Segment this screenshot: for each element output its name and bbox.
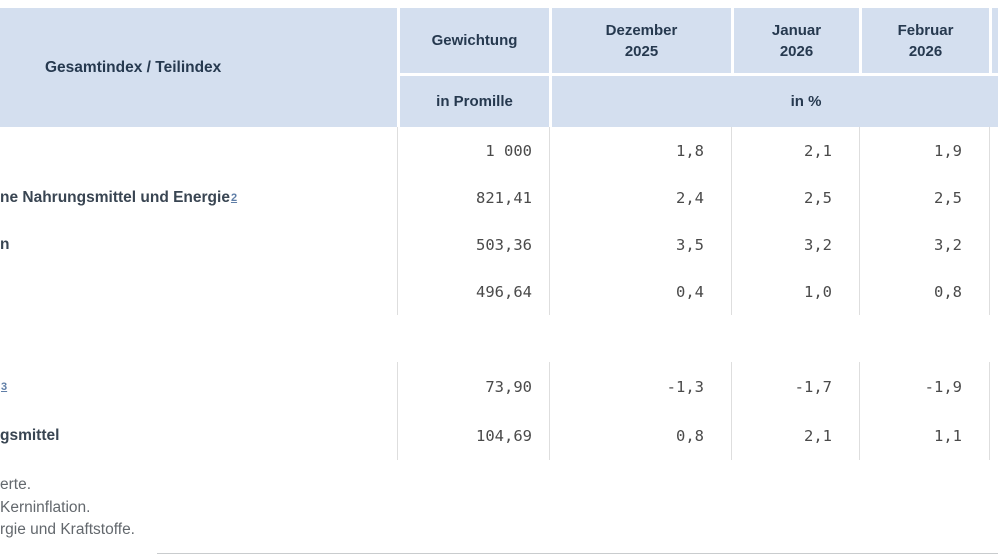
cell-weight: 104,69 [397, 411, 549, 460]
row-label: gsmittel [0, 426, 60, 444]
cell-januar: 1,0 [731, 268, 859, 315]
section-spacer-row [0, 315, 998, 362]
table-row: 496,64 0,4 1,0 0,8 [0, 268, 998, 315]
cell-januar: 3,2 [731, 221, 859, 268]
footnote-line: erte. [0, 476, 32, 493]
footnotes: erte. Kerninflation. rgie und Kraftstoff… [0, 474, 135, 542]
cell-weight: 503,36 [397, 221, 549, 268]
cell-dezember: 2,4 [549, 174, 731, 221]
cell-januar: 2,1 [731, 127, 859, 174]
statistics-table: Gesamtindex / Teilindex Gewichtung Dezem… [0, 8, 998, 460]
cell-februar: 0,8 [859, 268, 989, 315]
cell-weight: 821,41 [397, 174, 549, 221]
header-cell-month-cutoff [989, 8, 998, 73]
row-label: n [0, 235, 10, 253]
cell-dezember: 0,4 [549, 268, 731, 315]
section-divider [157, 553, 998, 554]
header-cell-month-januar: Januar 2026 [731, 8, 859, 73]
cell-weight: 1 000 [397, 127, 549, 174]
row-label: ne Nahrungsmittel und Energie 2 [0, 188, 238, 206]
header-row-months: Gewichtung Dezember 2025 Januar 2026 Feb… [397, 8, 998, 73]
cell-weight: 496,64 [397, 268, 549, 315]
cell-dezember: 3,5 [549, 221, 731, 268]
cell-cutoff [989, 268, 998, 315]
footnote-line: rgie und Kraftstoffe. [0, 521, 135, 538]
header-row-units: in Promille in % [397, 76, 998, 127]
header-cell-month-februar: Februar 2026 [859, 8, 989, 73]
header-cell-weight: Gewichtung [397, 8, 549, 73]
cell-februar: 1,9 [859, 127, 989, 174]
cell-cutoff [989, 362, 998, 411]
footnote-line: Kerninflation. [0, 498, 91, 516]
cell-dezember: 1,8 [549, 127, 731, 174]
cell-januar: -1,7 [731, 362, 859, 411]
cell-dezember: 0,8 [549, 411, 731, 460]
header-cell-promille: in Promille [397, 76, 549, 127]
table-row: gsmittel 104,69 0,8 2,1 1,1 [0, 411, 998, 460]
cell-februar: -1,9 [859, 362, 989, 411]
cell-cutoff [989, 174, 998, 221]
header-right: Gewichtung Dezember 2025 Januar 2026 Feb… [397, 8, 998, 127]
header-label-text: Gesamtindex / Teilindex [45, 58, 222, 76]
header-cell-percent: in % [549, 76, 998, 127]
table-row: 1 000 1,8 2,1 1,9 [0, 127, 998, 174]
table-row: n 503,36 3,5 3,2 3,2 [0, 221, 998, 268]
table-row: ne Nahrungsmittel und Energie 2 821,41 2,… [0, 174, 998, 221]
cell-cutoff [989, 411, 998, 460]
header-cell-label: Gesamtindex / Teilindex [0, 8, 397, 127]
row-label [0, 127, 397, 174]
header-cell-month-dezember: Dezember 2025 [549, 8, 731, 73]
row-label: 3 [1, 380, 8, 393]
cell-januar: 2,1 [731, 411, 859, 460]
cell-januar: 2,5 [731, 174, 859, 221]
cell-cutoff [989, 127, 998, 174]
cell-februar: 2,5 [859, 174, 989, 221]
cell-cutoff [989, 221, 998, 268]
cell-weight: 73,90 [397, 362, 549, 411]
cell-dezember: -1,3 [549, 362, 731, 411]
table-row: 3 73,90 -1,3 -1,7 -1,9 [0, 362, 998, 411]
table-header: Gesamtindex / Teilindex Gewichtung Dezem… [0, 8, 998, 127]
row-label [0, 268, 397, 315]
cell-februar: 1,1 [859, 411, 989, 460]
cell-februar: 3,2 [859, 221, 989, 268]
